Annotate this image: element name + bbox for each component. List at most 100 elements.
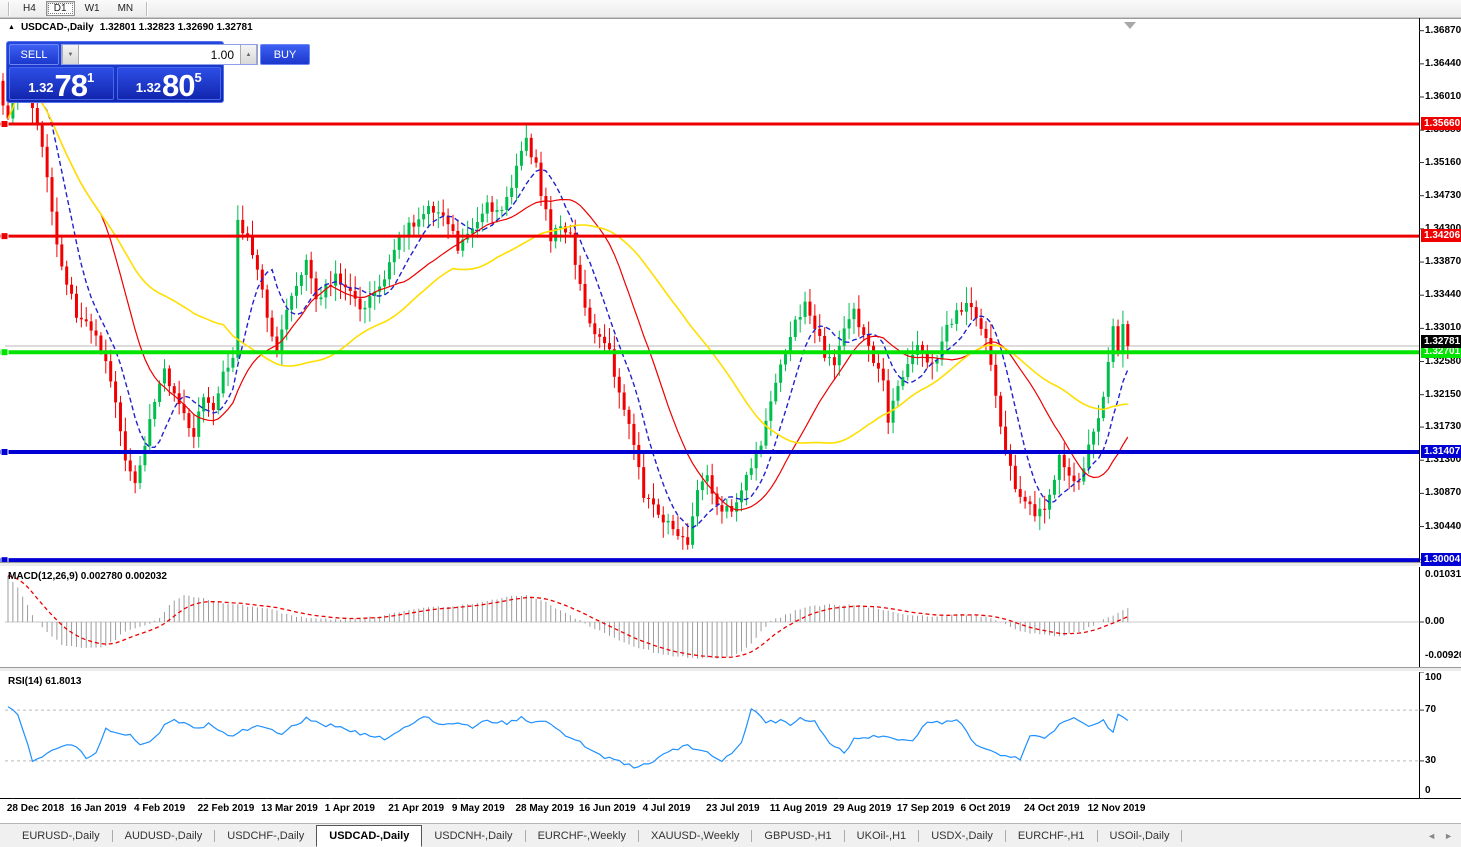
candle-body bbox=[622, 392, 626, 410]
buy-price-pip: 5 bbox=[194, 70, 202, 85]
tab-usdcnh-daily[interactable]: USDCNH-,Daily bbox=[434, 829, 513, 842]
tab-scroll-right-icon[interactable]: ► bbox=[1444, 830, 1453, 841]
candle-body bbox=[691, 516, 695, 545]
tab-gbpusd-h1[interactable]: GBPUSD-,H1 bbox=[764, 829, 832, 842]
candle-body bbox=[651, 498, 655, 505]
timeframe-toolbar: H4 D1 W1 MN bbox=[0, 0, 1461, 18]
date-axis[interactable]: 28 Dec 2018 16 Jan 2019 4 Feb 2019 22 Feb 2… bbox=[0, 799, 1461, 823]
timeframe-button-d1[interactable]: D1 bbox=[45, 1, 75, 16]
candle-body bbox=[45, 146, 49, 178]
candle-body bbox=[735, 502, 739, 512]
tab-eurusd-daily[interactable]: EURUSD-,Daily bbox=[22, 829, 100, 842]
date-tick-label: 28 May 2019 bbox=[515, 803, 574, 814]
price-tick-label: 1.31730 bbox=[1425, 421, 1461, 433]
candle-body bbox=[1116, 326, 1120, 353]
candle-body bbox=[999, 395, 1003, 427]
candle-body bbox=[876, 362, 880, 369]
candle-body bbox=[852, 308, 856, 320]
candle-body bbox=[769, 401, 773, 421]
candle-body bbox=[295, 285, 299, 296]
candle-body bbox=[324, 284, 328, 298]
candle-body bbox=[994, 364, 998, 396]
date-tick-label: 22 Feb 2019 bbox=[197, 803, 255, 814]
tab-xauusd-weekly[interactable]: XAUUSD-,Weekly bbox=[650, 829, 740, 842]
price-tick-label: 1.30870 bbox=[1425, 487, 1461, 499]
candle-body bbox=[1121, 324, 1125, 353]
candle-body bbox=[505, 196, 509, 211]
candle-body bbox=[304, 259, 308, 276]
candle-body bbox=[236, 219, 240, 358]
price-tick-label: 1.33440 bbox=[1425, 289, 1461, 301]
volume-increase-icon[interactable]: ▲ bbox=[240, 45, 257, 64]
price-tick-label: 1.33870 bbox=[1425, 256, 1461, 268]
candle-body bbox=[705, 475, 709, 482]
price-tick-label: 1.32150 bbox=[1425, 388, 1461, 400]
tab-eurchf-h1[interactable]: EURCHF-,H1 bbox=[1017, 829, 1085, 842]
candle-body bbox=[891, 400, 895, 423]
candle-body bbox=[984, 328, 988, 339]
buy-button[interactable]: BUY bbox=[260, 44, 310, 65]
tab-usoil-daily[interactable]: USOil-,Daily bbox=[1109, 829, 1170, 842]
candle-body bbox=[881, 368, 885, 381]
price-level-label: 1.35660 bbox=[1421, 117, 1461, 130]
tab-scroll-left-icon[interactable]: ◄ bbox=[1427, 830, 1437, 841]
price-tick-label: 1.36440 bbox=[1425, 57, 1461, 69]
candle-body bbox=[231, 357, 235, 368]
tab-separator bbox=[637, 829, 639, 842]
candle-body bbox=[793, 319, 797, 337]
sell-button[interactable]: SELL bbox=[9, 44, 59, 65]
candle-body bbox=[681, 536, 685, 538]
candle-body bbox=[979, 318, 983, 329]
timeframe-button-mn[interactable]: MN bbox=[117, 3, 134, 14]
chart-tab-bar: EURUSD-,Daily AUDUSD-,Daily USDCHF-,Daily U… bbox=[0, 823, 1461, 847]
candle-body bbox=[740, 490, 743, 503]
tab-separator bbox=[918, 829, 920, 842]
candle-body bbox=[524, 137, 528, 151]
date-tick-label: 24 Oct 2019 bbox=[1024, 803, 1080, 814]
rsi-indicator-label: RSI(14) 61.8013 bbox=[8, 676, 82, 687]
macd-axis-label: 0.010311 bbox=[1425, 569, 1461, 580]
candle-body bbox=[1052, 479, 1056, 495]
price-tick-label: 1.33010 bbox=[1425, 322, 1461, 334]
candle-body bbox=[480, 213, 484, 223]
price-chart[interactable] bbox=[0, 18, 1461, 847]
candle-body bbox=[788, 336, 792, 354]
candle-body bbox=[964, 303, 968, 312]
tab-usdx-daily[interactable]: USDX-,Daily bbox=[931, 829, 993, 842]
price-level-label: 1.31407 bbox=[1421, 444, 1461, 458]
date-tick-label: 11 Aug 2019 bbox=[769, 803, 828, 814]
sell-price-display[interactable]: 1.32 78 1 bbox=[9, 67, 114, 101]
tab-usdcad-daily[interactable]: USDCAD-,Daily bbox=[316, 825, 423, 847]
candle-body bbox=[1033, 504, 1037, 517]
candle-body bbox=[50, 177, 54, 212]
candle-body bbox=[842, 328, 846, 346]
tab-ukoil-h1[interactable]: UKOil-,H1 bbox=[856, 829, 907, 842]
collapse-icon[interactable]: ▲ bbox=[8, 24, 15, 31]
candle-body bbox=[407, 222, 411, 236]
candle-body bbox=[500, 210, 504, 212]
candle-body bbox=[686, 537, 690, 545]
candle-body bbox=[1043, 508, 1047, 510]
candle-body bbox=[832, 357, 836, 366]
candle-body bbox=[285, 309, 289, 330]
volume-decrease-icon[interactable]: ▼ bbox=[62, 45, 79, 64]
volume-input[interactable] bbox=[79, 45, 240, 64]
timeframe-button-w1[interactable]: W1 bbox=[84, 3, 100, 14]
buy-price-display[interactable]: 1.32 80 5 bbox=[116, 67, 221, 101]
chart-header: ▲ USDCAD-,Daily 1.32801 1.32823 1.32690 … bbox=[8, 22, 253, 33]
candle-body bbox=[754, 452, 758, 469]
candle-body bbox=[339, 273, 343, 285]
candle-body bbox=[133, 471, 137, 484]
candle-body bbox=[353, 290, 357, 299]
date-tick-label: 13 Mar 2019 bbox=[261, 803, 318, 814]
tab-usdchf-daily[interactable]: USDCHF-,Daily bbox=[227, 829, 305, 842]
candle-body bbox=[598, 334, 602, 337]
candle-body bbox=[744, 474, 748, 491]
date-tick-label: 23 Jul 2019 bbox=[706, 803, 760, 814]
candle-body bbox=[1062, 454, 1066, 468]
candle-body bbox=[143, 445, 147, 466]
tab-eurchf-weekly[interactable]: EURCHF-,Weekly bbox=[537, 829, 626, 842]
tab-audusd-daily[interactable]: AUDUSD-,Daily bbox=[124, 829, 203, 842]
rsi-axis-label: 70 bbox=[1425, 704, 1437, 715]
timeframe-button-h4[interactable]: H4 bbox=[23, 3, 36, 14]
